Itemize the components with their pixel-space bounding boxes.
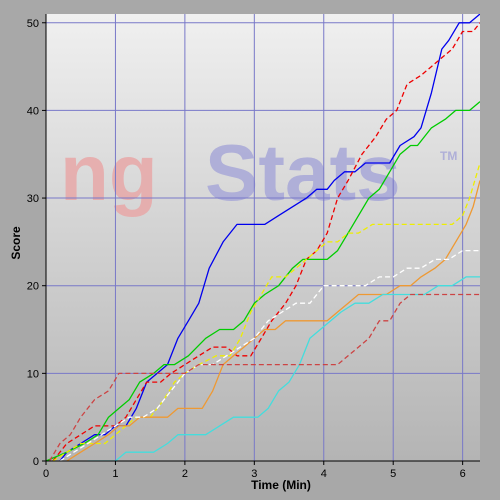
series-line-7 bbox=[87, 276, 480, 461]
series-line-3 bbox=[46, 101, 480, 461]
y-tick-label: 0 bbox=[33, 456, 39, 468]
x-axis-label: Time (Min) bbox=[251, 478, 311, 492]
x-tick-label: 2 bbox=[182, 468, 188, 480]
x-tick-label: 3 bbox=[251, 468, 257, 480]
grid bbox=[46, 14, 480, 461]
y-tick-label: 10 bbox=[27, 368, 39, 380]
series-line-8 bbox=[48, 293, 480, 461]
watermark: ng Stats TM bbox=[60, 128, 457, 217]
svg-text:ng: ng bbox=[60, 128, 158, 217]
y-tick-label: 50 bbox=[27, 18, 39, 30]
plot-area bbox=[46, 14, 480, 461]
x-tick-label: 6 bbox=[460, 468, 466, 480]
x-tick-label: 1 bbox=[112, 468, 118, 480]
svg-text:TM: TM bbox=[440, 149, 457, 163]
axes: 0 1 2 3 4 5 6 0 10 20 30 40 50 bbox=[27, 14, 480, 480]
y-axis-label: Score bbox=[9, 226, 23, 260]
series-line-2 bbox=[52, 22, 480, 461]
x-tick-label: 5 bbox=[390, 468, 396, 480]
series-line-6 bbox=[59, 249, 480, 461]
x-tick-label: 4 bbox=[321, 468, 327, 480]
series-line-1 bbox=[59, 14, 480, 461]
y-tick-label: 30 bbox=[27, 193, 39, 205]
series-lines bbox=[46, 14, 480, 461]
svg-text:Stats: Stats bbox=[205, 128, 401, 217]
y-tick-label: 20 bbox=[27, 281, 39, 293]
y-tick-label: 40 bbox=[27, 105, 39, 117]
x-tick-label: 0 bbox=[43, 468, 49, 480]
